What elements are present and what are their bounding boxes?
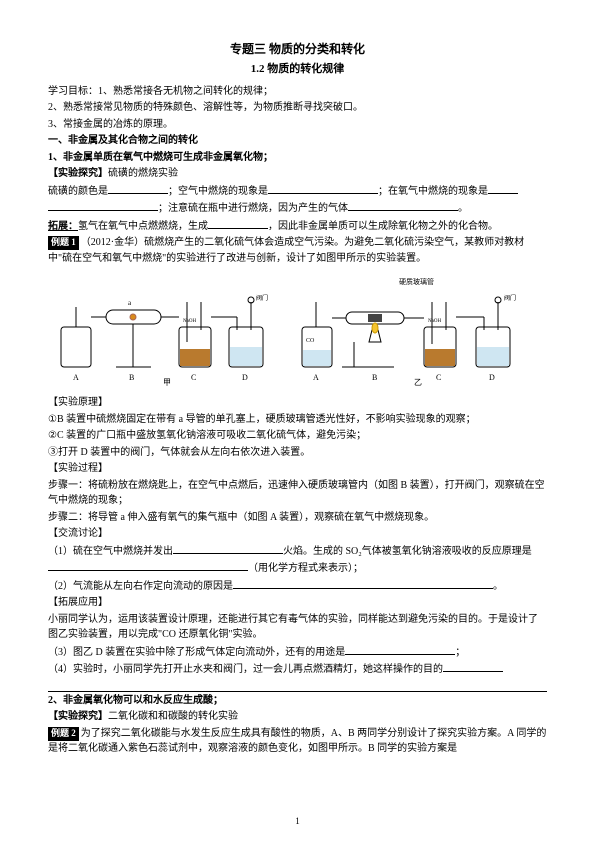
blank	[345, 644, 455, 655]
blank	[108, 183, 168, 194]
fill-line-1: 硫磺的颜色是 ；空气中燃烧的现象是 ；在氧气中燃烧的现象是	[48, 183, 547, 200]
blank	[173, 543, 283, 554]
diagram-row: A B a NaOH C 阀门 D	[48, 272, 547, 387]
exp2: 【实验探究】二氧化碳和和碳酸的转化实验	[48, 709, 547, 725]
t: 火焰。生成的 SO₂气体被氢氧化钠溶液吸收的反应原理是	[283, 546, 532, 557]
note-line: 拓展：氢气在氧气中点燃燃烧，生成 ，因此非金属单质可以生成除氧化物之外的化合物。	[48, 218, 547, 235]
section-1-heading: 一、非金属及其化合物之间的转化	[48, 133, 547, 149]
title-main: 专题三 物质的分类和转化	[48, 40, 547, 59]
svg-text:阀门: 阀门	[504, 294, 516, 302]
page: 专题三 物质的分类和转化 1.2 物质的转化规律 学习目标：1、熟悉常接各无机物…	[0, 0, 595, 778]
exp2-text: 二氧化碳和和碳酸的转化实验	[108, 711, 238, 722]
title-sub: 1.2 物质的转化规律	[48, 61, 547, 78]
svg-text:阀门: 阀门	[256, 294, 268, 302]
svg-text:D: D	[242, 373, 248, 382]
blank	[348, 200, 458, 211]
apparatus-diagram-left: A B a NaOH C 阀门 D	[51, 272, 286, 387]
exp2-label: 【实验探究】	[48, 711, 108, 722]
discuss-h: 【交流讨论】	[48, 526, 547, 542]
svg-text:C: C	[436, 373, 441, 382]
t: ；在氧气中燃烧的现象是	[378, 186, 488, 197]
ext-p: 小丽同学认为，运用该装置设计原理，还能进行其它有毒气体的实验，同样能达到避免污染…	[48, 612, 547, 643]
blank	[233, 578, 493, 589]
point-1: 1、非金属单质在氧气中燃烧可生成非金属氧化物；	[48, 150, 547, 166]
t: ；空气中燃烧的现象是	[168, 186, 268, 197]
svg-text:NaOH: NaOH	[428, 319, 441, 324]
blank-line	[48, 679, 547, 692]
q3: （3）图乙 D 装置在实验中除了形成气体定向流动外，还有的用途是；	[48, 644, 547, 661]
ep-1: ①B 装置中硫燃烧固定在带有 a 导管的单孔塞上，硬质玻璃管透光性好，不影响实验…	[48, 412, 547, 428]
blank	[443, 661, 503, 672]
goal-1: 学习目标：1、熟悉常接各无机物之间转化的规律；	[48, 84, 547, 100]
experiment-inquiry: 【实验探究】硫磺的燃烧实验	[48, 166, 547, 182]
example-2-text: 为了探究二氧化碳能与水发生反应生成具有酸性的物质，A、B 两同学分别设计了探究实…	[48, 728, 546, 755]
svg-text:A: A	[313, 373, 319, 382]
q4: （4）实验时，小丽同学先打开止水夹和阀门，过一会儿再点燃酒精灯，她这样操作的目的	[48, 661, 547, 678]
example-1-text: （2012·金华）硫燃烧产生的二氧化硫气体会造成空气污染。为避免二氧化硫污染空气…	[48, 237, 524, 264]
t: （3）图乙 D 装置在实验中除了形成气体定向流动外，还有的用途是	[48, 647, 345, 658]
ext-h: 【拓展应用】	[48, 595, 547, 611]
blank	[488, 183, 518, 194]
example-2: 例题 2为了探究二氧化碳能与水发生反应生成具有酸性的物质，A、B 两同学分别设计…	[48, 726, 547, 757]
q1c: （用化学方程式来表示）；	[48, 560, 547, 577]
example-2-label: 例题 2	[48, 727, 79, 741]
t: 硫磺的颜色是	[48, 186, 108, 197]
svg-text:CO: CO	[306, 338, 315, 344]
t: （用化学方程式来表示）；	[248, 563, 363, 574]
ep-3: ③打开 D 装置中的阀门，气体就会从左向右依次进入装置。	[48, 445, 547, 461]
exp-text: 硫磺的燃烧实验	[108, 168, 178, 179]
svg-text:D: D	[489, 373, 495, 382]
goal-3: 3、常接金属的冶炼的原理。	[48, 117, 547, 133]
exp-label: 【实验探究】	[48, 168, 108, 179]
blank	[268, 183, 378, 194]
blank	[48, 200, 158, 211]
apparatus-diagram-right: CO A B NaOH C 阀门	[294, 272, 544, 387]
exp-process-h: 【实验过程】	[48, 461, 547, 477]
svg-text:C: C	[191, 373, 196, 382]
example-1-label: 例题 1	[48, 236, 79, 250]
t: （4）实验时，小丽同学先打开止水夹和阀门，过一会儿再点燃酒精灯，她这样操作的目的	[48, 664, 443, 675]
t: ；注意硫在瓶中进行燃烧，因为产生的气体	[158, 203, 348, 214]
note-label: 拓展：	[48, 221, 78, 232]
ep-2: ②C 装置的广口瓶中盛放氢氧化钠溶液可吸收二氧化硫气体，避免污染；	[48, 428, 547, 444]
q1: （1）硫在空气中燃烧并发出 火焰。生成的 SO₂气体被氢氧化钠溶液吸收的反应原理是	[48, 543, 547, 560]
q2: （2）气流能从左向右作定向流动的原因是。	[48, 578, 547, 595]
example-1: 例题 1（2012·金华）硫燃烧产生的二氧化硫气体会造成空气污染。为避免二氧化硫…	[48, 235, 547, 266]
step-1: 步骤一：将硫粉放在燃烧匙上，在空气中点燃后，迅速伸入硬质玻璃管内（如图 B 装置…	[48, 478, 547, 509]
svg-text:NaOH: NaOH	[183, 319, 196, 324]
goal-2: 2、熟悉常接常见物质的特殊颜色、溶解性等，为物质推断寻找突破口。	[48, 100, 547, 116]
t: （1）硫在空气中燃烧并发出	[48, 546, 173, 557]
t: 氢气在氧气中点燃燃烧，生成	[78, 221, 208, 232]
t: （2）气流能从左向右作定向流动的原因是	[48, 581, 233, 592]
exp-principle-h: 【实验原理】	[48, 395, 547, 411]
svg-text:甲: 甲	[163, 378, 171, 387]
blank	[208, 218, 268, 229]
svg-text:B: B	[372, 373, 377, 382]
page-number: 1	[0, 816, 595, 826]
t: ，因此非金属单质可以生成除氧化物之外的化合物。	[268, 221, 498, 232]
svg-text:B: B	[129, 373, 134, 382]
svg-text:硬质玻璃管: 硬质玻璃管	[399, 277, 434, 286]
svg-text:乙: 乙	[414, 378, 422, 387]
blank	[48, 560, 248, 571]
fill-line-2: ；注意硫在瓶中进行燃烧，因为产生的气体。	[48, 200, 547, 217]
svg-text:A: A	[73, 373, 79, 382]
point-2: 2、非金属氧化物可以和水反应生成酸；	[48, 693, 547, 709]
step-2: 步骤二：将导管 a 伸入盛有氧气的集气瓶中（如图 A 装置），观察硫在氧气中燃烧…	[48, 510, 547, 526]
